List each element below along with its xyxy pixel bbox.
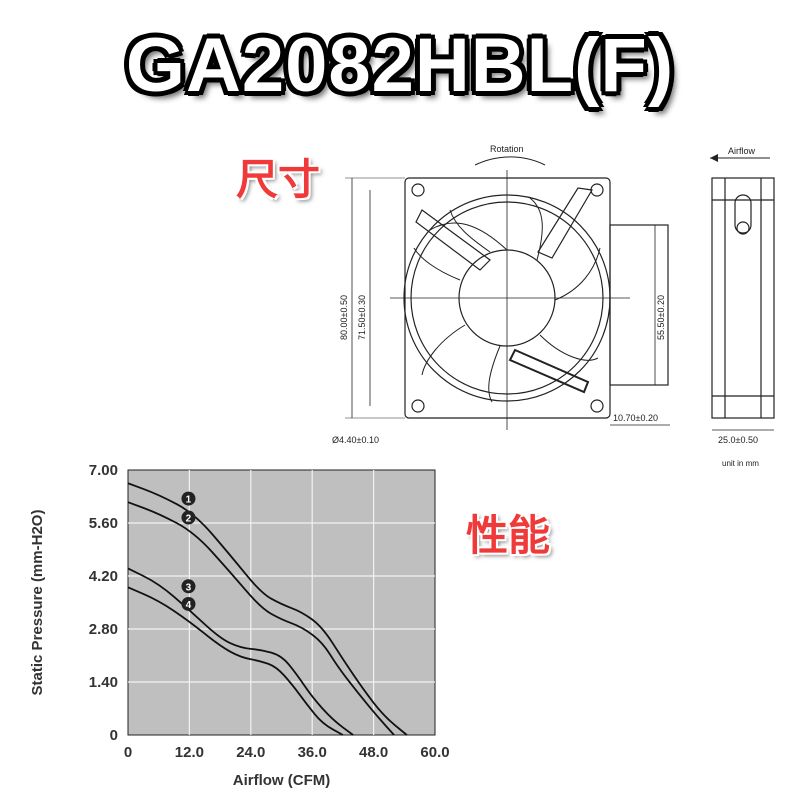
- series-marker-label: 2: [186, 514, 192, 525]
- unit-label: unit in mm: [722, 459, 759, 468]
- series-line-2: [127, 501, 395, 736]
- fan-strut-a: [415, 209, 491, 271]
- dimensions-label: 尺寸: [236, 156, 321, 203]
- dim-hub: 55.50±0.20: [656, 295, 666, 340]
- x-tick-label: 24.0: [236, 744, 265, 761]
- x-axis-label: Airflow (CFM): [233, 772, 330, 789]
- series-marker-2: 2: [181, 510, 196, 525]
- mount-hole: [411, 183, 425, 197]
- fan-strut-cable: [508, 348, 590, 394]
- dim-depth: 25.0±0.50: [718, 435, 758, 445]
- mount-hole: [590, 183, 604, 197]
- fan-side-view: [711, 177, 775, 419]
- dim-outer: 80.00±0.50: [339, 295, 349, 340]
- dim-offset: 10.70±0.20: [613, 413, 658, 423]
- fan-blades: [413, 197, 601, 403]
- x-tick-label: 12.0: [175, 744, 204, 761]
- x-tick-label: 60.0: [420, 744, 449, 761]
- x-tick-label: 36.0: [298, 744, 327, 761]
- series-marker-label: 3: [186, 582, 192, 593]
- rotation-label: Rotation: [490, 144, 524, 154]
- y-axis-label: Static Pressure (mm-H2O): [29, 510, 46, 696]
- plot-area: [127, 469, 436, 736]
- series-marker-label: 4: [186, 600, 192, 611]
- series-marker-1: 1: [181, 491, 196, 506]
- mount-hole: [590, 399, 604, 413]
- x-tick-label: 48.0: [359, 744, 388, 761]
- performance-label: 性能: [466, 512, 551, 559]
- y-tick-label: 1.40: [89, 674, 118, 691]
- y-tick-label: 7.00: [89, 462, 118, 479]
- fan-dimension-drawing: Rotation Airflow 80.00±0.50 71.50±0.30 5…: [332, 144, 775, 468]
- y-tick-label: 0: [110, 727, 118, 744]
- x-tick-label: 0: [124, 744, 132, 761]
- series-marker-3: 3: [181, 579, 196, 594]
- y-tick-label: 4.20: [89, 568, 118, 585]
- dim-hole-diameter: Ø4.40±0.10: [332, 435, 379, 445]
- series-marker-label: 1: [186, 495, 192, 506]
- performance-chart: 0 12.0 24.0 36.0 48.0 60.0 0 1.40 2.80 4.20 5.60 7.…: [29, 462, 450, 789]
- series-line-3: [127, 567, 354, 736]
- airflow-label: Airflow: [728, 146, 756, 156]
- fan-strut-b: [537, 187, 593, 259]
- mount-hole: [411, 399, 425, 413]
- series-line-4: [127, 586, 344, 736]
- dim-hole-spacing: 71.50±0.30: [357, 295, 367, 340]
- series-marker-4: 4: [181, 596, 196, 611]
- y-tick-label: 5.60: [89, 515, 118, 532]
- y-tick-label: 2.80: [89, 621, 118, 638]
- series-line-1: [127, 482, 408, 736]
- product-title: GA2082HBL(F): [125, 23, 675, 108]
